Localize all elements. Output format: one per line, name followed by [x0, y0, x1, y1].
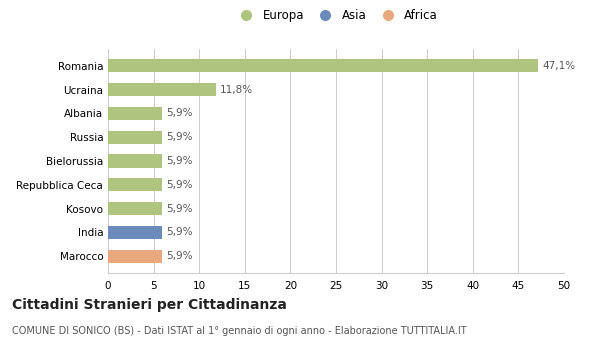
- Text: 5,9%: 5,9%: [166, 228, 193, 237]
- Text: COMUNE DI SONICO (BS) - Dati ISTAT al 1° gennaio di ogni anno - Elaborazione TUT: COMUNE DI SONICO (BS) - Dati ISTAT al 1°…: [12, 326, 467, 336]
- Text: 5,9%: 5,9%: [166, 251, 193, 261]
- Text: 11,8%: 11,8%: [220, 85, 253, 95]
- Text: 5,9%: 5,9%: [166, 108, 193, 118]
- Bar: [108, 178, 162, 191]
- Text: 47,1%: 47,1%: [542, 61, 575, 71]
- Bar: [108, 59, 538, 72]
- Text: 5,9%: 5,9%: [166, 180, 193, 190]
- Bar: [108, 226, 162, 239]
- Legend: Europa, Asia, Africa: Europa, Asia, Africa: [230, 6, 442, 26]
- Bar: [108, 154, 162, 168]
- Text: Cittadini Stranieri per Cittadinanza: Cittadini Stranieri per Cittadinanza: [12, 298, 287, 312]
- Text: 5,9%: 5,9%: [166, 132, 193, 142]
- Text: 5,9%: 5,9%: [166, 204, 193, 214]
- Bar: [108, 250, 162, 263]
- Bar: [108, 202, 162, 215]
- Text: 5,9%: 5,9%: [166, 156, 193, 166]
- Bar: [108, 131, 162, 144]
- Bar: [108, 107, 162, 120]
- Bar: [108, 83, 215, 96]
